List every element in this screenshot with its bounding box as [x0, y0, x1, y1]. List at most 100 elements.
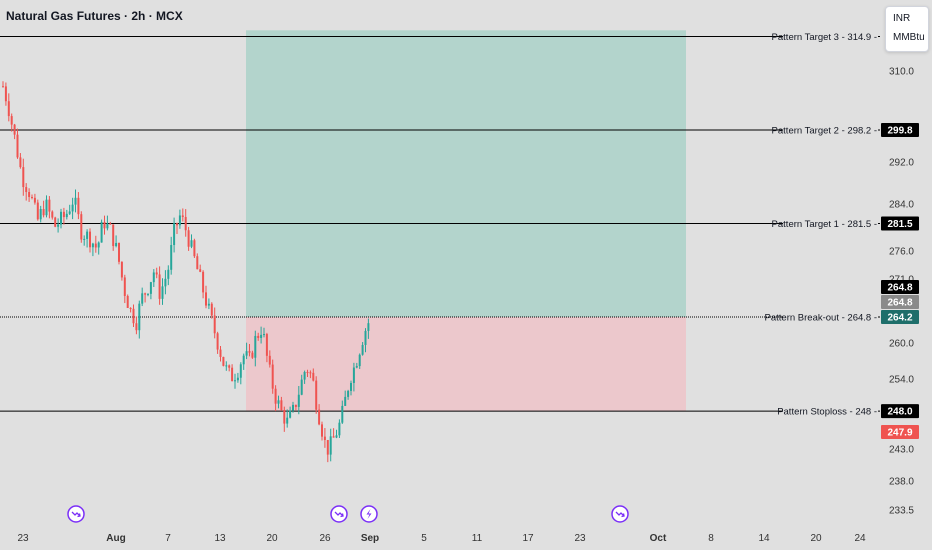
level-label-bg	[783, 404, 878, 419]
candle-body	[361, 344, 364, 355]
candle-body	[135, 323, 138, 331]
candle-body	[109, 223, 112, 225]
dividend-event-icon[interactable]	[330, 505, 348, 523]
candle-body	[60, 211, 62, 225]
candle-body	[364, 330, 367, 345]
candle-body	[344, 396, 347, 406]
x-tick-label: 5	[421, 533, 427, 544]
candle-body	[225, 365, 228, 367]
last-price-tag-text: 247.9	[887, 428, 912, 439]
candle-body	[97, 242, 100, 248]
candle-body	[178, 215, 181, 226]
candle-body	[321, 424, 323, 437]
candle-body	[89, 231, 91, 248]
level-label: Pattern Target 2 - 298.2 -	[772, 125, 877, 136]
candle-body	[245, 351, 248, 356]
x-tick-label: 8	[708, 533, 714, 544]
time-axis[interactable]: 23 Aug 7 13 20 26 Sep 5 11 17 23 Oct 8 14 20 24	[17, 533, 866, 544]
candle-body	[33, 197, 36, 203]
level-label: Pattern Target 1 - 281.5 -	[772, 219, 877, 230]
candle-body	[62, 211, 65, 218]
candle-body	[161, 286, 164, 299]
candle-body	[234, 380, 236, 382]
candle-body	[106, 223, 109, 229]
pattern-levels[interactable]: Pattern Target 3 - 314.9 - Pattern Target…	[0, 29, 880, 419]
x-tick-label: 20	[266, 533, 278, 544]
candle-body	[103, 221, 106, 229]
stoploss-zone[interactable]	[246, 317, 686, 412]
position-zones[interactable]	[246, 30, 686, 412]
candlestick-series[interactable]	[2, 81, 370, 463]
level-price-tag	[881, 404, 919, 419]
chart-title: Natural Gas Futures · 2h · MCX	[6, 9, 183, 23]
level-label: Pattern Break-out - 264.8 -	[765, 313, 877, 324]
candle-body	[138, 303, 141, 331]
candle-body	[158, 274, 161, 299]
level-label-bg	[783, 122, 878, 137]
candle-body	[332, 436, 335, 438]
candle-body	[199, 269, 202, 272]
split-event-icon[interactable]	[360, 505, 378, 523]
last-price-tag	[881, 280, 919, 294]
candle-body	[100, 221, 103, 243]
candle-body	[289, 410, 292, 418]
event-icons[interactable]	[67, 505, 629, 523]
candle-body	[210, 303, 213, 316]
candle-body	[126, 295, 129, 308]
level-label: Pattern Target 3 - 314.9 -	[772, 32, 877, 43]
candle-body	[68, 211, 71, 214]
y-tick-label: 276.0	[889, 247, 914, 258]
candle-body	[213, 315, 216, 334]
x-tick-label: Aug	[106, 533, 125, 544]
candle-body	[292, 404, 294, 411]
candle-body	[10, 116, 13, 125]
candle-body	[65, 213, 68, 218]
candle-body	[28, 192, 31, 197]
candle-body	[71, 204, 74, 212]
candle-body	[118, 242, 120, 262]
candle-body	[254, 335, 257, 358]
candle-body	[350, 382, 352, 391]
candle-body	[54, 217, 57, 227]
level-price-tag	[881, 216, 919, 231]
candle-body	[94, 243, 97, 248]
price-tags: 299.8 281.5 264.2 248.0 264.8 264.8 247.9	[881, 122, 919, 439]
unit-selector[interactable]: INR MMBtu	[885, 6, 929, 52]
candle-body	[48, 199, 51, 212]
candle-body	[277, 400, 280, 404]
candle-body	[152, 272, 155, 283]
candle-body	[326, 439, 329, 455]
candle-body	[74, 197, 77, 205]
x-tick-label: 24	[854, 533, 866, 544]
target-zone[interactable]	[246, 30, 686, 318]
level-label: Pattern Stoploss - 248 -	[777, 407, 877, 418]
y-tick-label: 238.0	[889, 477, 914, 488]
candle-body	[149, 282, 152, 294]
candle-body	[309, 372, 312, 374]
candle-body	[167, 269, 170, 279]
candle-body	[164, 278, 167, 287]
candle-body	[260, 334, 263, 338]
candle-body	[338, 422, 341, 436]
candle-body	[257, 335, 260, 338]
candle-body	[123, 277, 126, 296]
candle-body	[13, 124, 16, 135]
candle-body	[86, 231, 89, 239]
candle-body	[16, 134, 19, 158]
y-tick-label: 233.5	[889, 506, 914, 517]
candle-body	[31, 196, 33, 198]
candle-body	[205, 292, 207, 306]
last-price-tag	[881, 295, 919, 309]
x-tick-label: 7	[165, 533, 171, 544]
candle-body	[335, 435, 338, 438]
candle-body	[173, 223, 176, 246]
x-tick-label: Sep	[361, 533, 379, 544]
candle-body	[141, 293, 144, 304]
y-tick-label: 310.0	[889, 67, 914, 78]
candle-body	[263, 334, 265, 336]
candle-body	[196, 256, 199, 270]
candle-body	[80, 214, 83, 240]
dividend-event-icon[interactable]	[611, 505, 629, 523]
dividend-event-icon[interactable]	[67, 505, 85, 523]
